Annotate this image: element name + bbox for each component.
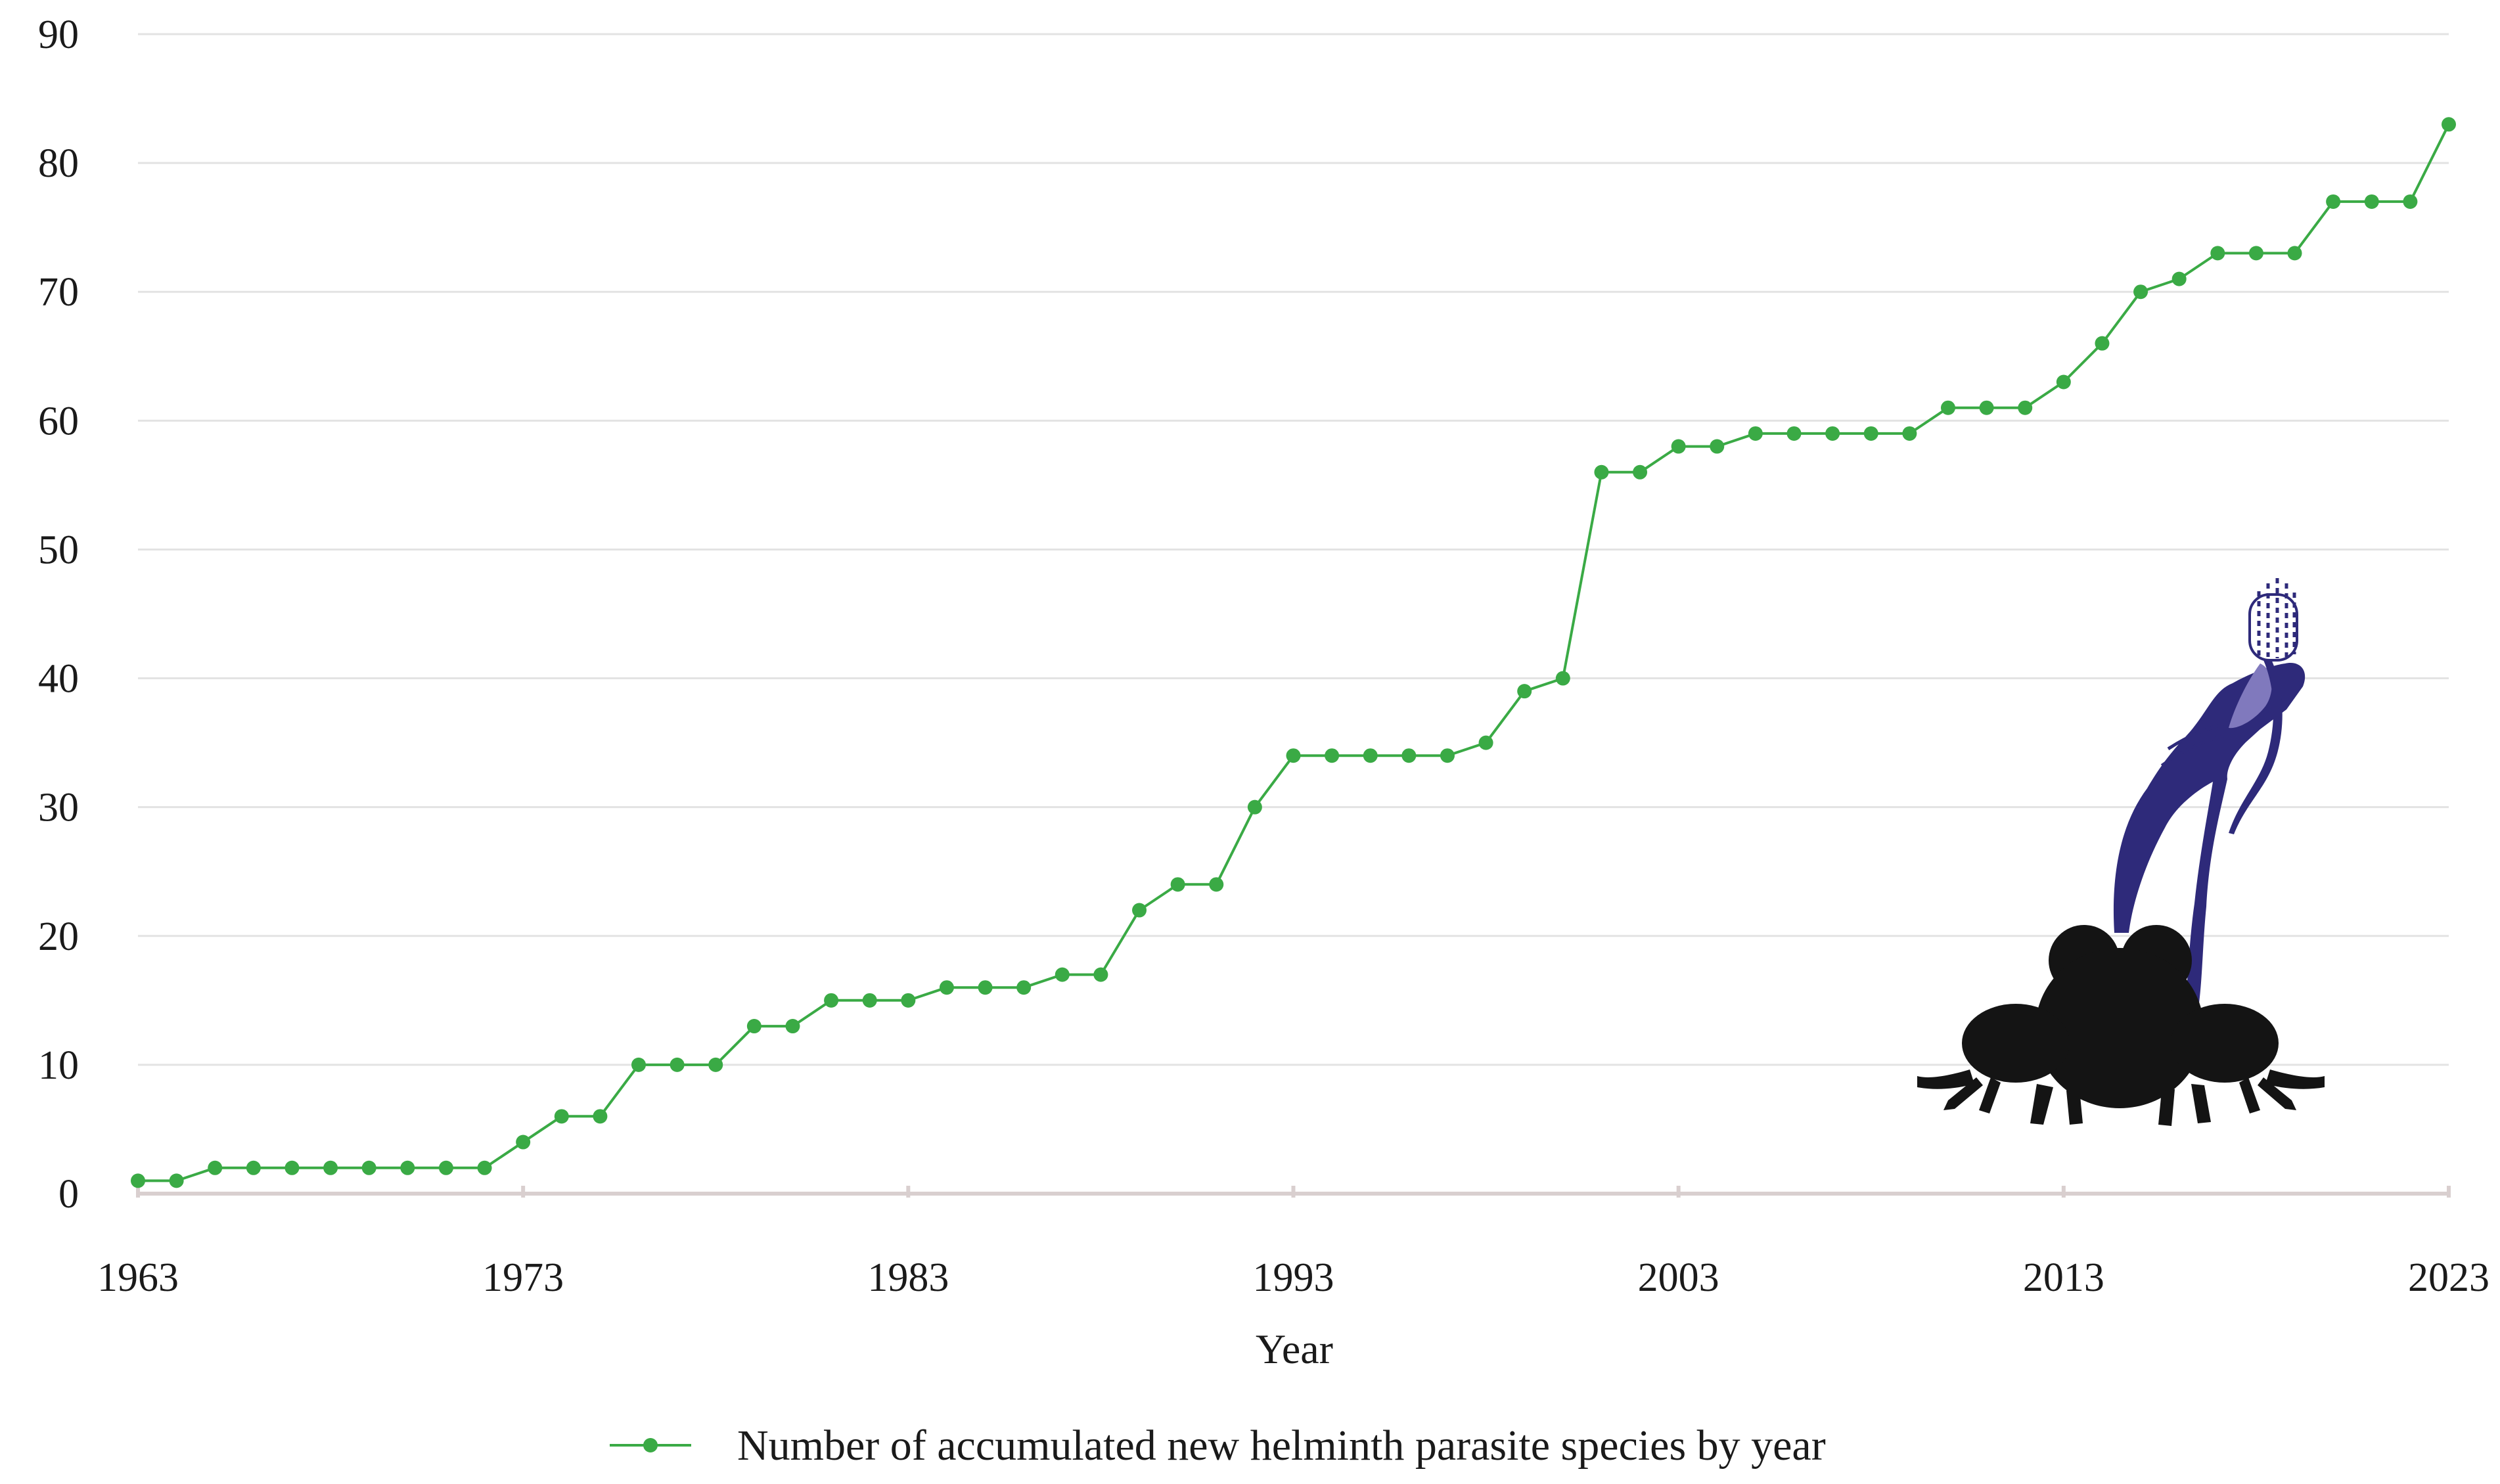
legend: Number of accumulated new helminth paras… <box>610 1422 1826 1470</box>
data-point <box>2095 336 2110 351</box>
data-point <box>2403 194 2418 209</box>
y-tick-label: 10 <box>38 1043 79 1088</box>
data-point <box>208 1160 223 1175</box>
y-axis-tick-labels: 0 10 20 30 40 50 60 70 80 90 <box>38 12 79 1217</box>
data-point <box>2056 374 2071 390</box>
data-point <box>1016 980 1032 995</box>
y-tick-label: 30 <box>38 786 79 830</box>
data-point <box>323 1160 338 1175</box>
data-point <box>1286 748 1301 763</box>
y-tick-label: 90 <box>38 12 79 57</box>
data-point <box>1863 426 1878 441</box>
y-tick-label: 20 <box>38 914 79 959</box>
data-point <box>746 1019 761 1034</box>
data-point <box>824 993 839 1008</box>
x-axis <box>136 1186 2451 1198</box>
y-tick-label: 80 <box>38 141 79 186</box>
data-point <box>2326 194 2341 209</box>
data-point <box>939 980 954 995</box>
data-point <box>2171 271 2187 286</box>
x-tick-label: 2013 <box>2023 1255 2104 1300</box>
data-point <box>708 1057 723 1072</box>
data-point <box>1979 400 1994 415</box>
data-point <box>1132 903 1147 918</box>
data-point <box>593 1109 608 1124</box>
data-point <box>131 1173 145 1188</box>
y-tick-label: 60 <box>38 399 79 443</box>
data-point <box>1786 426 1802 441</box>
legend-marker <box>643 1438 658 1452</box>
data-point <box>400 1160 415 1175</box>
x-axis-tick-labels: 1963 1973 1983 1993 2003 2013 2023 <box>97 1255 2489 1300</box>
y-tick-label: 0 <box>58 1172 79 1217</box>
data-point <box>1325 748 1340 763</box>
data-point <box>1748 426 1763 441</box>
data-point <box>1363 748 1378 763</box>
data-point <box>2248 246 2263 261</box>
data-point <box>1710 439 1725 454</box>
x-tick-label: 2003 <box>1638 1255 1719 1300</box>
data-point <box>1170 877 1185 892</box>
data-point <box>246 1160 261 1175</box>
data-point <box>438 1160 453 1175</box>
data-point <box>2364 194 2379 209</box>
horizontal-gridlines <box>138 33 2449 1066</box>
x-tick-label: 1963 <box>97 1255 179 1300</box>
data-point <box>631 1057 647 1072</box>
data-point <box>670 1057 685 1072</box>
data-point <box>1671 439 1686 454</box>
helminth-parasite-icon <box>2113 578 2306 1015</box>
frog-silhouette-icon <box>1917 925 2325 1126</box>
x-axis-title: Year <box>1256 1326 1333 1372</box>
data-point <box>785 1019 800 1034</box>
data-point <box>2442 117 2456 132</box>
x-tick-label: 2023 <box>2408 1255 2489 1300</box>
data-point <box>361 1160 376 1175</box>
data-point <box>1440 748 1455 763</box>
data-point <box>978 980 993 995</box>
y-tick-label: 70 <box>38 270 79 315</box>
data-point <box>2018 400 2033 415</box>
data-point <box>169 1173 184 1188</box>
data-point <box>1247 799 1262 815</box>
data-point <box>477 1160 492 1175</box>
data-point <box>1055 967 1070 982</box>
data-point <box>1633 464 1648 480</box>
data-point <box>1093 967 1108 982</box>
legend-label: Number of accumulated new helminth paras… <box>737 1422 1826 1470</box>
data-point <box>2133 284 2148 300</box>
frog-parasite-illustration <box>1917 578 2325 1126</box>
data-point <box>2210 246 2225 261</box>
data-point <box>1940 400 1955 415</box>
data-point <box>1825 426 1840 441</box>
data-point <box>1401 748 1417 763</box>
data-point <box>1517 684 1532 699</box>
data-point <box>1902 426 1917 441</box>
data-point <box>554 1109 569 1124</box>
data-point <box>1555 671 1570 686</box>
y-tick-label: 50 <box>38 528 79 572</box>
data-point <box>862 993 877 1008</box>
data-point <box>1478 735 1493 750</box>
data-point <box>1209 877 1224 892</box>
data-point <box>284 1160 300 1175</box>
x-tick-label: 1973 <box>482 1255 564 1300</box>
data-point <box>2287 246 2302 261</box>
data-point <box>1594 464 1609 480</box>
x-tick-label: 1993 <box>1253 1255 1334 1300</box>
x-tick-label: 1983 <box>867 1255 949 1300</box>
data-point <box>901 993 916 1008</box>
series-line-group <box>131 117 2456 1188</box>
data-point <box>516 1135 531 1150</box>
y-tick-label: 40 <box>38 657 79 702</box>
